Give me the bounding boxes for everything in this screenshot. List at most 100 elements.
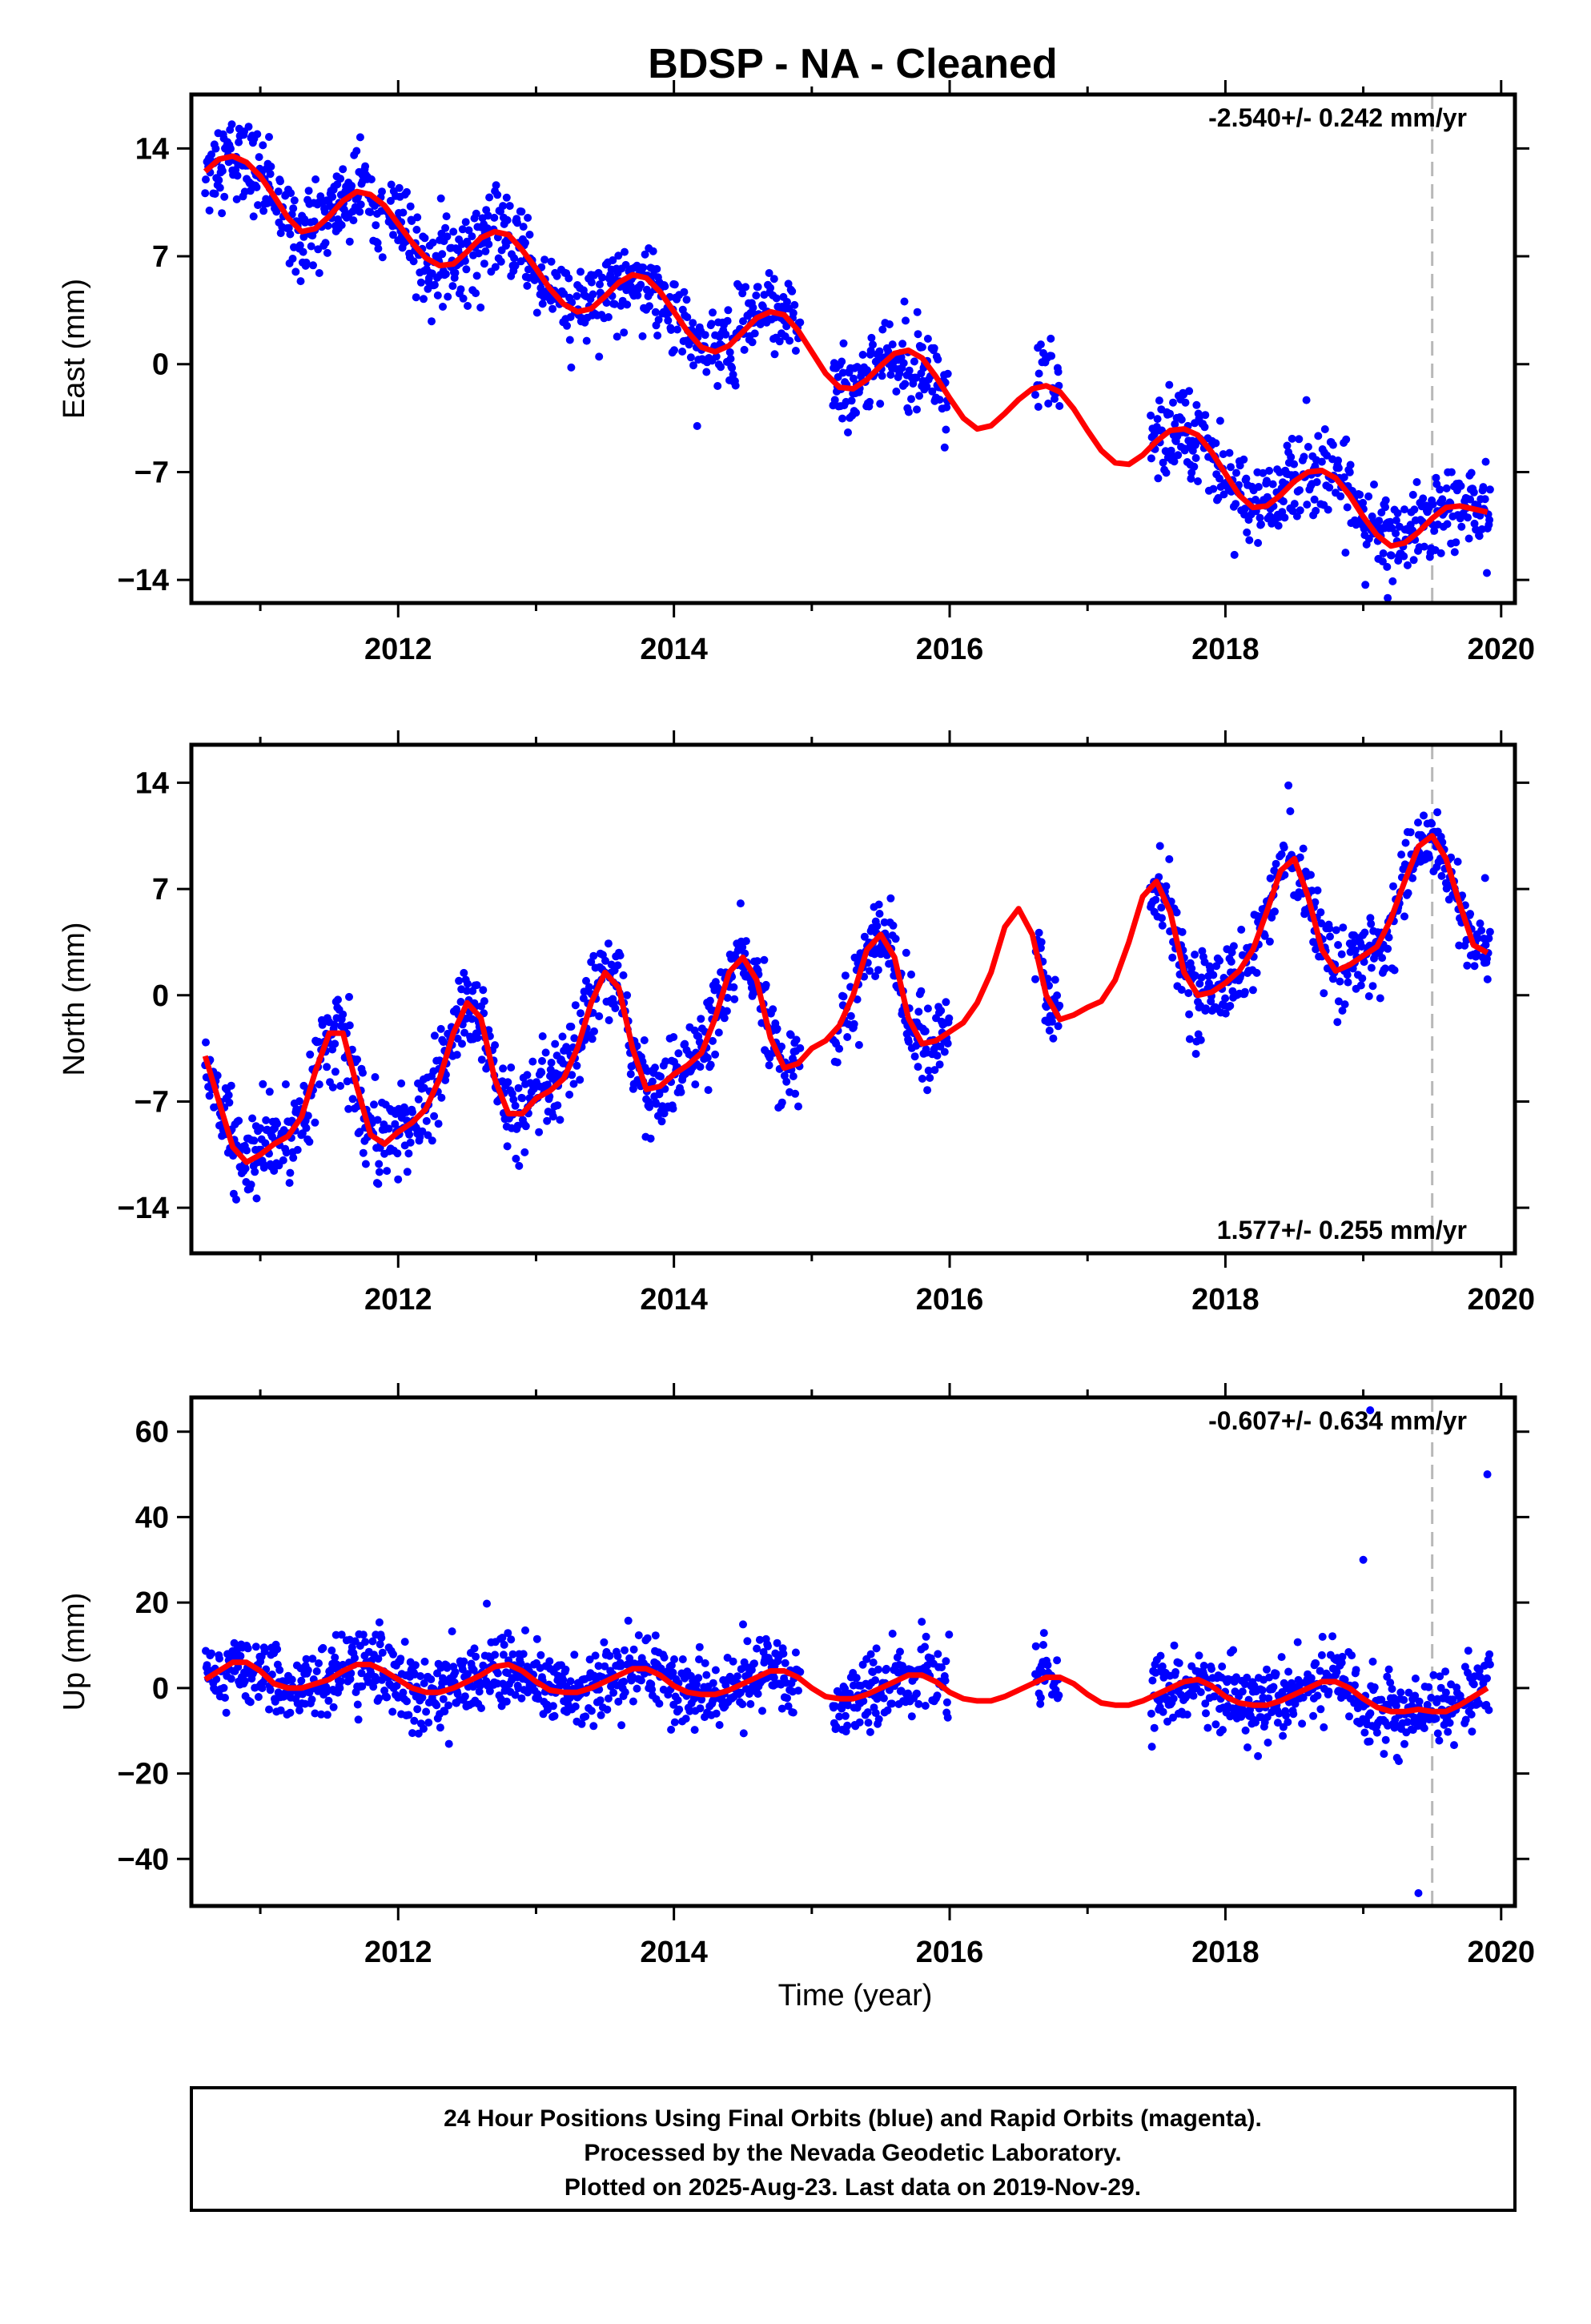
data-point — [1338, 1652, 1347, 1661]
x-tick-label: 2020 — [1468, 1283, 1536, 1317]
data-point — [1229, 1646, 1238, 1655]
data-point — [493, 191, 502, 199]
data-point — [503, 1669, 512, 1678]
data-point — [1277, 850, 1286, 858]
data-point — [451, 1668, 460, 1676]
data-point — [867, 333, 876, 342]
data-point — [551, 1039, 560, 1048]
data-point — [1171, 420, 1179, 428]
data-point — [1284, 1667, 1293, 1676]
data-point — [262, 1116, 271, 1124]
data-point — [773, 1024, 781, 1033]
data-point — [899, 359, 908, 368]
data-point — [1203, 1723, 1212, 1732]
chart-title: BDSP - NA - Cleaned — [648, 41, 1057, 87]
data-point — [729, 1657, 737, 1666]
data-point — [511, 261, 520, 270]
data-point — [835, 1044, 844, 1053]
data-point — [1383, 1672, 1392, 1681]
data-point — [420, 295, 428, 304]
data-point — [389, 231, 397, 239]
data-point — [1415, 1697, 1424, 1706]
data-point — [1037, 938, 1046, 947]
data-point — [386, 196, 395, 205]
data-point — [655, 1699, 664, 1708]
data-point — [215, 176, 223, 184]
data-point — [357, 1669, 366, 1678]
y-tick-label: −14 — [118, 1192, 169, 1225]
y-tick-label: 0 — [152, 348, 169, 382]
data-point — [914, 1007, 923, 1016]
data-point — [620, 328, 629, 337]
data-point — [613, 332, 621, 341]
data-point — [480, 259, 488, 268]
data-point — [408, 1729, 416, 1738]
data-point — [617, 1662, 625, 1671]
data-point — [215, 1655, 223, 1663]
data-point — [796, 1043, 805, 1052]
data-point — [1342, 435, 1351, 444]
data-point — [1245, 536, 1254, 545]
data-point — [564, 274, 573, 283]
data-point — [935, 396, 944, 404]
data-point — [760, 955, 769, 964]
data-point — [460, 1657, 468, 1666]
data-point — [464, 979, 472, 988]
data-point — [543, 1116, 552, 1125]
data-point — [443, 232, 452, 241]
data-point — [873, 922, 882, 931]
data-point — [285, 1179, 294, 1188]
data-point — [1400, 505, 1408, 514]
east-panel: 2012 2014 2016 2018 2020 −14 −7 0 7 14 East (mm) -2… — [58, 80, 1535, 666]
data-point — [1248, 986, 1257, 995]
data-point — [523, 1071, 532, 1080]
data-point — [648, 1685, 657, 1694]
data-point — [611, 1004, 620, 1012]
data-point — [1227, 463, 1235, 472]
data-point — [620, 1677, 629, 1686]
data-point — [567, 363, 576, 372]
data-point — [753, 957, 761, 966]
data-point — [1183, 1711, 1191, 1719]
data-point — [266, 1686, 275, 1695]
data-point — [1325, 924, 1334, 933]
data-point — [1195, 1651, 1203, 1660]
rate-label: -0.607+/- 0.634 mm/yr — [1208, 1406, 1467, 1435]
data-point — [573, 1061, 581, 1070]
data-point — [617, 1721, 626, 1730]
data-point — [442, 212, 451, 221]
data-point — [741, 283, 750, 292]
data-point — [869, 340, 877, 349]
data-point — [938, 1663, 946, 1671]
data-point — [758, 1707, 766, 1715]
data-point — [249, 212, 258, 221]
data-point — [456, 998, 465, 1006]
data-point — [1158, 1662, 1167, 1671]
data-point — [844, 428, 852, 436]
rate-label: -2.540+/- 0.242 mm/yr — [1208, 103, 1467, 132]
data-point — [940, 1047, 949, 1056]
data-point — [1356, 490, 1364, 499]
data-point — [405, 1130, 414, 1139]
data-point — [937, 1007, 946, 1015]
data-point — [218, 167, 227, 175]
data-point — [404, 1149, 413, 1158]
data-point — [1047, 334, 1055, 343]
data-point — [306, 1050, 315, 1059]
data-point — [783, 1694, 791, 1703]
data-point — [722, 1007, 731, 1015]
data-point — [1344, 978, 1352, 987]
data-point — [907, 970, 915, 979]
x-tick-label: 2014 — [640, 1283, 708, 1317]
data-point — [1280, 843, 1288, 852]
data-point — [907, 1712, 916, 1721]
data-point — [764, 1642, 772, 1651]
data-point — [492, 181, 500, 190]
data-point — [866, 967, 874, 975]
data-point — [563, 321, 571, 330]
data-point — [898, 340, 907, 348]
data-point — [1274, 521, 1283, 530]
data-point — [354, 1715, 363, 1724]
data-point — [1311, 462, 1320, 471]
data-point — [596, 280, 604, 289]
